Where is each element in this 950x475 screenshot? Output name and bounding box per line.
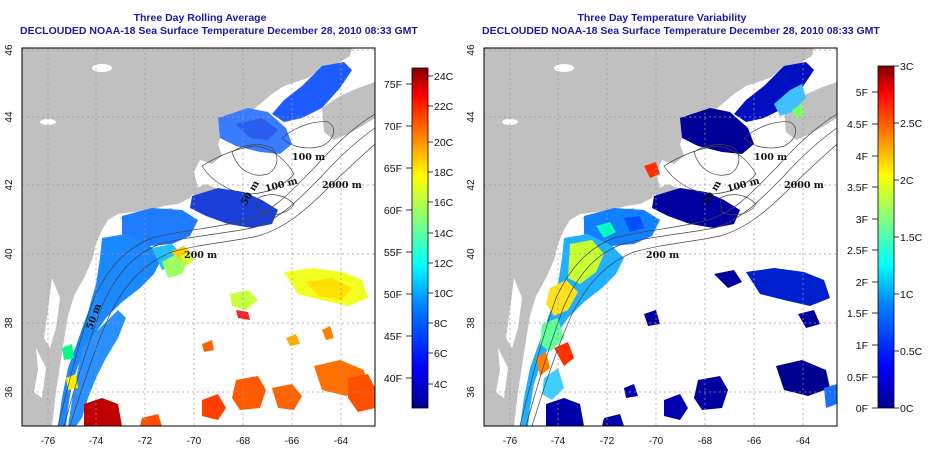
right-y-tick: 40: [466, 248, 477, 260]
left-y-tick: 40: [4, 248, 15, 260]
left-contour-label-100m-a: 100 m: [292, 152, 325, 163]
right-cb-c-label: 2.5C: [900, 118, 923, 130]
right-cb-c-label: 3C: [900, 61, 914, 73]
right-cb-c-label: 0.5C: [900, 346, 923, 358]
left-x-tick: -66: [285, 436, 300, 447]
left-map-frame: [21, 47, 376, 427]
left-y-tick: 44: [4, 111, 15, 123]
left-cb-c-label: 16C: [434, 197, 454, 209]
left-cb-c-label: 22C: [434, 101, 454, 113]
right-colorbar: 5F 4.5F 4F 3.5F 3F 2.5F 2F 1.5F 1F 0.5F …: [847, 61, 923, 415]
right-cb-f-label: 5F: [856, 87, 868, 99]
left-x-tick: -74: [89, 436, 104, 447]
right-title-line1: Three Day Temperature Variability: [577, 12, 747, 24]
right-y-tick: 36: [466, 386, 477, 398]
right-cb-f-label: 3F: [856, 214, 868, 226]
left-cb-c-label: 14C: [434, 228, 454, 240]
right-title: Three Day Temperature Variability DECLOU…: [482, 12, 880, 38]
right-y-tick: 38: [466, 317, 477, 329]
left-title-line1: Three Day Rolling Average: [133, 12, 267, 24]
left-cb-f-label: 70F: [384, 121, 402, 133]
right-cb-f-label: 0F: [856, 403, 868, 415]
right-cb-c-label: 2C: [900, 175, 914, 187]
left-cb-f-label: 65F: [384, 163, 402, 175]
left-y-tick: 38: [4, 317, 15, 329]
left-y-tick: 42: [4, 179, 15, 191]
right-cb-c-label: 0C: [900, 403, 914, 415]
left-cb-f-label: 45F: [384, 331, 402, 343]
left-y-axis: 46 44 42 40 38 36: [4, 44, 15, 398]
right-map-panel: 100 m 2000 m 100 m 50 m 200 m -76 -74 -7…: [466, 44, 923, 447]
left-cb-c-label: 18C: [434, 167, 454, 179]
right-cb-f-label: 0.5F: [847, 372, 868, 384]
right-cb-f-label: 4.5F: [847, 119, 868, 131]
right-map-frame: [483, 47, 838, 427]
left-contour-label-200m: 200 m: [184, 250, 217, 261]
right-y-tick: 44: [466, 111, 477, 123]
right-colorbar-fahrenheit-ticks: [872, 91, 878, 409]
right-cb-f-label: 2.5F: [847, 245, 868, 257]
left-x-axis: -76 -74 -72 -70 -68 -66 -64: [41, 436, 349, 447]
left-gridlines: [22, 48, 375, 426]
left-cb-c-label: 20C: [434, 137, 454, 149]
right-y-tick: 42: [466, 179, 477, 191]
left-x-tick: -76: [41, 436, 56, 447]
left-cb-f-label: 40F: [384, 373, 402, 385]
left-cb-c-label: 4C: [434, 379, 448, 391]
left-x-tick: -70: [187, 436, 202, 447]
left-colorbar-celsius-ticks: [428, 75, 433, 385]
right-cb-f-label: 1F: [856, 340, 868, 352]
left-colorbar-fahrenheit-ticks: [406, 83, 412, 379]
left-y-tick: 36: [4, 386, 15, 398]
right-variability-data: [520, 62, 837, 426]
right-title-line2: DECLOUDED NOAA-18 Sea Surface Temperatur…: [482, 25, 880, 37]
right-x-tick: -72: [600, 436, 615, 447]
right-y-axis: 46 44 42 40 38 36: [466, 44, 477, 398]
right-cb-c-label: 1C: [900, 289, 914, 301]
left-x-tick: -64: [334, 436, 349, 447]
left-title: Three Day Rolling Average DECLOUDED NOAA…: [20, 12, 418, 38]
right-contour-label-2000m: 2000 m: [784, 180, 824, 191]
left-cb-c-label: 8C: [434, 318, 448, 330]
left-cb-f-label: 55F: [384, 247, 402, 259]
left-cb-f-label: 50F: [384, 289, 402, 301]
right-cb-f-label: 1.5F: [847, 308, 868, 320]
right-x-tick: -64: [796, 436, 811, 447]
left-cb-c-label: 10C: [434, 288, 454, 300]
left-cb-f-label: 75F: [384, 79, 402, 91]
right-x-axis: -76 -74 -72 -70 -68 -66 -64: [503, 436, 811, 447]
right-x-tick: -66: [747, 436, 762, 447]
left-map-panel: 100 m 2000 m 100 m 50 m 200 m 50 m -76 -…: [4, 44, 454, 447]
right-contour-label-200m: 200 m: [646, 250, 679, 261]
left-cb-c-label: 12C: [434, 258, 454, 270]
left-x-tick: -72: [138, 436, 153, 447]
right-x-tick: -68: [698, 436, 713, 447]
right-cb-c-label: 1.5C: [900, 232, 923, 244]
left-title-line2: DECLOUDED NOAA-18 Sea Surface Temperatur…: [20, 25, 418, 37]
right-colorbar-celsius-ticks: [894, 65, 899, 409]
right-cb-f-label: 4F: [856, 151, 868, 163]
left-y-tick: 46: [4, 44, 15, 56]
left-cb-f-label: 60F: [384, 205, 402, 217]
right-x-tick: -70: [649, 436, 664, 447]
right-cb-f-label: 3.5F: [847, 182, 868, 194]
right-cb-f-label: 2F: [856, 277, 868, 289]
left-cb-c-label: 6C: [434, 348, 448, 360]
right-x-tick: -74: [551, 436, 566, 447]
left-sst-data: [58, 62, 375, 426]
left-cb-c-label: 24C: [434, 71, 454, 83]
left-x-tick: -68: [236, 436, 251, 447]
right-contour-label-100m-a: 100 m: [754, 152, 787, 163]
right-x-tick: -76: [503, 436, 518, 447]
left-contour-label-2000m: 2000 m: [322, 180, 362, 191]
left-colorbar: 75F 70F 65F 60F 55F 50F 45F 40F 24C: [384, 67, 454, 409]
right-y-tick: 46: [466, 44, 477, 56]
right-gridlines: [484, 48, 837, 426]
